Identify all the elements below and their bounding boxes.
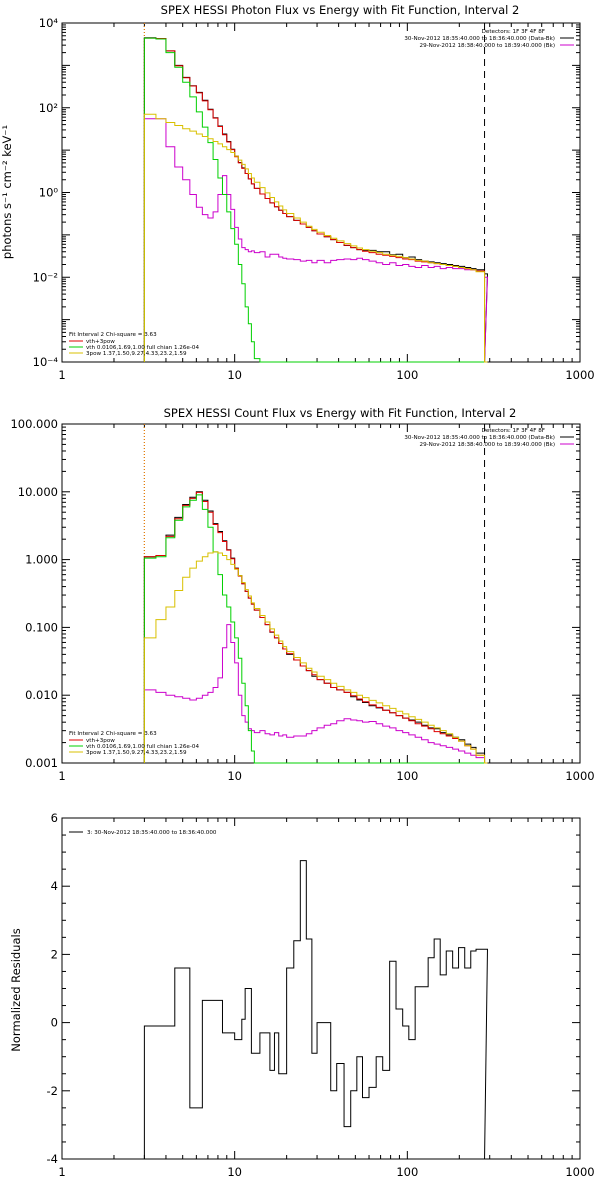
count-flux-legend-bottom-left: Fit Interval 2 Chi-square = 3.63 vth+3po…	[69, 731, 199, 756]
x-tick-label: 100	[396, 1165, 418, 1179]
y-tick-label: 1.000	[25, 553, 58, 567]
series-vth-3pow	[143, 491, 488, 764]
legend-header: Detectors: 1F 3F 4F 8F	[482, 428, 545, 434]
photon-flux-legend-top-right: Detectors: 1F 3F 4F 8F 30-Nov-2012 18:35…	[404, 29, 574, 49]
legend-entry-3pow: 3pow 1.37,1.50,9.27,4.33,23.2,1.59	[86, 351, 187, 357]
series-3pow	[143, 551, 488, 764]
photon-flux-panel: SPEX HESSI Photon Flux vs Energy with Fi…	[0, 3, 595, 382]
legend-entry-data-bk: 30-Nov-2012 18:35:40.000 to 18:36:40.000…	[404, 435, 555, 441]
legend-header: Detectors: 1F 3F 4F 8F	[482, 29, 545, 35]
y-tick-label: 6	[51, 811, 58, 825]
legend-entry-vth-3pow: vth+3pow	[86, 738, 115, 744]
y-tick-label: 2	[51, 947, 58, 961]
x-tick-label: 1	[58, 769, 65, 783]
photon-flux-y-axis-label: photons s⁻¹ cm⁻² keV⁻¹	[0, 125, 14, 259]
series-data-bk	[143, 491, 488, 764]
count-flux-legend-top-right: Detectors: 1F 3F 4F 8F 30-Nov-2012 18:35…	[404, 428, 574, 448]
series-3-30-nov-2012-18-35-40-000-to-18-36-40-000	[143, 860, 488, 1160]
legend-fit-header: Fit Interval 2 Chi-square = 3.63	[69, 332, 157, 338]
photon-flux-title: SPEX HESSI Photon Flux vs Energy with Fi…	[161, 3, 520, 17]
y-tick-label: 4	[51, 879, 58, 893]
legend-entry-vth: vth 0.0106,1.69,1.00 full chian 1.26e-04	[86, 345, 199, 351]
y-tick-label: 10⁰	[39, 186, 59, 200]
x-tick-label: 1	[58, 368, 65, 382]
series-vth	[143, 37, 488, 363]
count-flux-panel: SPEX HESSI Count Flux vs Energy with Fit…	[10, 406, 594, 783]
photon-flux-legend-bottom-left: Fit Interval 2 Chi-square = 3.63 vth+3po…	[69, 332, 199, 357]
y-tick-label: -2	[47, 1084, 58, 1098]
photon-flux-axes-frame	[61, 22, 581, 363]
y-tick-label: 0.001	[25, 756, 58, 770]
x-tick-label: 1000	[565, 769, 594, 783]
x-tick-label: 100	[396, 368, 418, 382]
y-tick-label: 100.000	[10, 417, 58, 431]
series-bk	[143, 624, 488, 764]
y-tick-label: 10²	[39, 101, 58, 115]
y-tick-label: -4	[47, 1152, 58, 1166]
legend-entry-vth: vth 0.0106,1.69,1.00 full chian 1.26e-04	[86, 744, 199, 750]
residuals-plot-area: 1 10 100 1000 -4 -2 0 2 4 6	[47, 811, 595, 1179]
x-tick-label: 10	[227, 1165, 242, 1179]
y-tick-label: 10⁻⁴	[33, 355, 59, 369]
legend-entry-bk: 29-Nov-2012 18:38:40.000 to 18:39:40.000…	[420, 43, 555, 49]
residuals-legend: 3: 30-Nov-2012 18:35:40.000 to 18:36:40.…	[69, 830, 217, 836]
count-flux-plot-area: 1 10 100 1000 0.001 0.010 0.100 1.000 10.000 100.…	[10, 417, 594, 783]
y-tick-label: 10.000	[18, 485, 58, 499]
count-flux-title: SPEX HESSI Count Flux vs Energy with Fit…	[164, 406, 517, 420]
x-tick-label: 100	[396, 769, 418, 783]
legend-fit-header: Fit Interval 2 Chi-square = 3.63	[69, 731, 157, 737]
series-vth	[143, 494, 488, 764]
legend-entry-residuals: 3: 30-Nov-2012 18:35:40.000 to 18:36:40.…	[87, 830, 217, 836]
y-tick-label: 0.100	[25, 620, 58, 634]
residuals-axes-frame	[61, 817, 581, 1160]
count-flux-axes-frame	[61, 423, 581, 764]
legend-entry-bk: 29-Nov-2012 18:38:40.000 to 18:39:40.000…	[420, 442, 555, 448]
legend-entry-data-bk: 30-Nov-2012 18:35:40.000 to 18:36:40.000…	[404, 36, 555, 42]
x-tick-label: 1000	[565, 1165, 594, 1179]
y-tick-label: 0	[51, 1016, 58, 1030]
legend-entry-3pow: 3pow 1.37,1.50,9.27,4.33,23.2,1.59	[86, 750, 187, 756]
y-tick-label: 0.010	[25, 688, 58, 702]
legend-entry-vth-3pow: vth+3pow	[86, 339, 115, 345]
x-tick-label: 10	[227, 769, 242, 783]
y-tick-label: 10⁴	[39, 16, 59, 30]
series-vth-3pow	[143, 37, 488, 363]
series-3pow	[143, 113, 488, 363]
series-bk	[143, 118, 488, 363]
residuals-panel: Normalized Residuals 1 10 100 1000-4-20246 …	[9, 811, 595, 1179]
x-tick-label: 10	[227, 368, 242, 382]
residuals-y-axis-label: Normalized Residuals	[9, 928, 23, 1051]
x-tick-label: 1	[58, 1165, 65, 1179]
photon-flux-plot-area: 1 10 100 1000 10⁻⁴ 10⁻² 10⁰ 10² 10⁴	[33, 16, 595, 382]
y-tick-label: 10⁻²	[33, 270, 58, 284]
x-tick-label: 1000	[565, 368, 594, 382]
